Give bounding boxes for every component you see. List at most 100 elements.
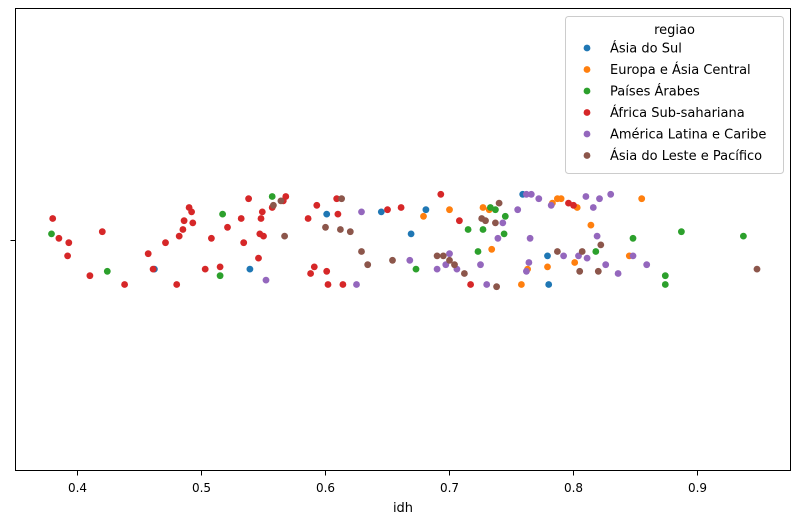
data-point bbox=[446, 250, 453, 258]
data-point bbox=[103, 267, 111, 275]
data-point bbox=[492, 219, 499, 227]
data-point bbox=[740, 232, 747, 240]
data-point bbox=[420, 212, 427, 220]
data-point bbox=[614, 270, 622, 277]
data-point bbox=[629, 252, 637, 260]
data-point bbox=[216, 263, 224, 271]
data-point bbox=[501, 212, 509, 220]
data-point bbox=[602, 261, 610, 269]
data-point bbox=[544, 252, 551, 260]
data-point bbox=[629, 234, 637, 242]
data-point bbox=[86, 272, 94, 280]
data-point bbox=[479, 226, 487, 233]
data-point bbox=[500, 230, 508, 238]
data-point bbox=[377, 208, 385, 216]
data-points bbox=[48, 190, 761, 291]
data-point bbox=[589, 204, 597, 211]
legend-label: Europa e Ásia Central bbox=[610, 62, 751, 78]
legend-label: Países Árabes bbox=[610, 84, 700, 100]
data-point bbox=[397, 204, 405, 211]
data-point bbox=[189, 219, 197, 227]
data-point bbox=[661, 281, 669, 288]
data-point bbox=[179, 226, 187, 233]
data-point bbox=[277, 197, 285, 205]
legend-marker bbox=[583, 44, 591, 52]
data-point bbox=[337, 226, 344, 233]
data-point bbox=[544, 263, 551, 271]
data-point bbox=[597, 241, 605, 249]
legend-label: África Sub-sahariana bbox=[610, 105, 745, 121]
data-point bbox=[467, 281, 474, 288]
data-point bbox=[389, 256, 396, 264]
data-point bbox=[446, 256, 453, 264]
data-point bbox=[526, 234, 534, 242]
data-point bbox=[753, 265, 761, 273]
data-point bbox=[324, 281, 332, 288]
data-point bbox=[323, 267, 331, 275]
x-tick-label: 0.9 bbox=[688, 481, 707, 495]
data-point bbox=[582, 193, 590, 200]
data-point bbox=[219, 210, 227, 218]
data-point bbox=[216, 272, 224, 280]
data-point bbox=[433, 252, 441, 260]
data-point bbox=[492, 206, 499, 214]
x-axis: 0.4 0.5 0.6 0.7 0.8 0.9 bbox=[68, 470, 707, 495]
data-point bbox=[224, 223, 231, 231]
plot-frame bbox=[15, 8, 791, 471]
data-point bbox=[313, 201, 321, 209]
data-point bbox=[144, 250, 152, 258]
data-point bbox=[433, 265, 441, 273]
x-axis-label: idh bbox=[393, 501, 413, 516]
data-point bbox=[268, 193, 276, 200]
data-point bbox=[406, 256, 414, 264]
data-point bbox=[65, 239, 73, 247]
data-point bbox=[437, 190, 445, 198]
data-point bbox=[545, 281, 553, 288]
data-point bbox=[638, 195, 646, 203]
data-point bbox=[446, 206, 453, 214]
data-point bbox=[304, 215, 312, 222]
data-point bbox=[596, 195, 603, 203]
data-point bbox=[358, 208, 365, 216]
data-point bbox=[593, 232, 601, 240]
data-point bbox=[338, 195, 345, 203]
data-point bbox=[412, 265, 420, 273]
data-point bbox=[594, 267, 602, 275]
data-point bbox=[310, 263, 318, 271]
data-point bbox=[339, 281, 347, 288]
data-point bbox=[162, 239, 169, 247]
data-point bbox=[571, 259, 579, 266]
data-point bbox=[523, 190, 530, 198]
data-point bbox=[262, 276, 270, 284]
x-tick-label: 0.7 bbox=[440, 481, 459, 495]
data-point bbox=[547, 201, 555, 209]
data-point bbox=[260, 232, 267, 240]
data-point bbox=[121, 281, 128, 288]
data-point bbox=[245, 195, 253, 203]
data-point bbox=[346, 228, 354, 236]
data-point bbox=[364, 261, 372, 269]
data-point bbox=[173, 281, 181, 288]
data-point bbox=[583, 254, 591, 262]
legend-marker bbox=[583, 152, 591, 159]
data-point bbox=[323, 210, 331, 218]
data-point bbox=[518, 281, 525, 288]
data-point bbox=[322, 223, 329, 231]
data-point bbox=[499, 219, 507, 227]
data-point bbox=[578, 248, 586, 255]
data-point bbox=[55, 234, 63, 242]
data-point bbox=[64, 252, 71, 260]
legend: regiao Ásia do Sul Europa e Ásia Central P… bbox=[565, 16, 784, 174]
data-point bbox=[237, 215, 245, 222]
data-point bbox=[358, 248, 365, 255]
data-point bbox=[439, 252, 447, 260]
data-point bbox=[523, 267, 530, 275]
data-point bbox=[188, 208, 196, 216]
data-point bbox=[477, 261, 484, 269]
data-point bbox=[479, 204, 487, 211]
data-point bbox=[353, 281, 360, 288]
data-point bbox=[281, 232, 288, 240]
data-point bbox=[576, 267, 584, 275]
data-point bbox=[384, 206, 391, 214]
data-point bbox=[175, 232, 183, 240]
